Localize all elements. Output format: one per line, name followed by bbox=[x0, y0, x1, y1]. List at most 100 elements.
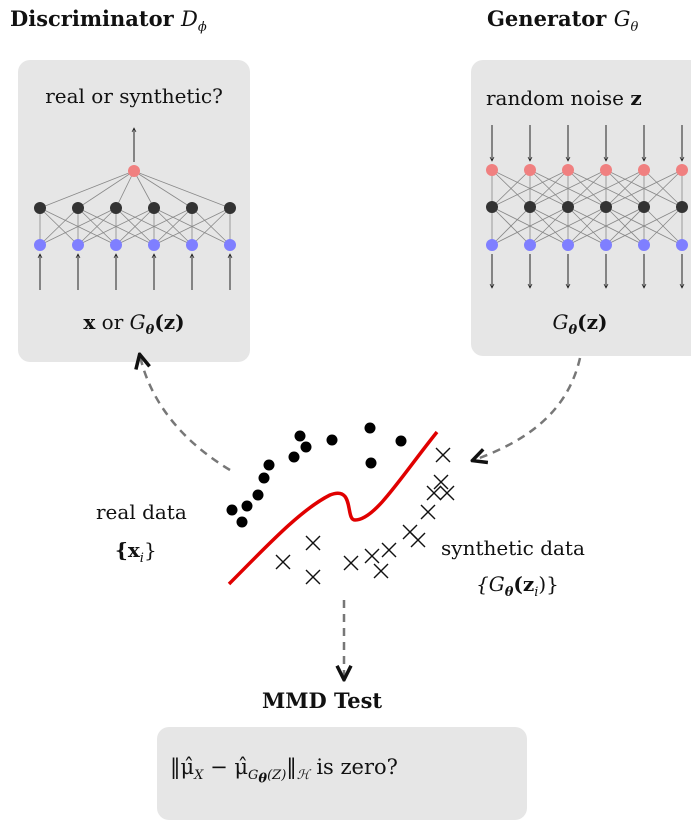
gen-edge bbox=[491, 206, 569, 246]
real-point bbox=[364, 422, 376, 434]
generator-network bbox=[486, 125, 688, 288]
gen-hidden-node bbox=[638, 201, 650, 213]
real-data-points bbox=[226, 422, 407, 528]
synthetic-point bbox=[439, 485, 455, 501]
gen-hidden-node bbox=[562, 201, 574, 213]
mmd-title: MMD Test bbox=[262, 688, 383, 713]
gen-edge bbox=[567, 169, 645, 208]
real-point bbox=[241, 500, 253, 512]
gen-edge bbox=[529, 206, 607, 246]
generator-noise-label: random noise z bbox=[486, 86, 642, 110]
discriminator-input-label: x or Gθ(z) bbox=[83, 310, 185, 338]
real-point bbox=[258, 472, 270, 484]
gen-output-node bbox=[676, 239, 688, 251]
synthetic-point bbox=[305, 569, 321, 585]
synthetic-data-set: {Gθ(zi)} bbox=[476, 572, 559, 600]
gen-output-node bbox=[524, 239, 536, 251]
disc-hidden-node bbox=[110, 202, 122, 214]
discriminator-title: Discriminator Dϕ bbox=[10, 6, 207, 35]
synthetic-point bbox=[433, 474, 449, 490]
real-point bbox=[226, 504, 238, 516]
discriminator-panel bbox=[18, 60, 250, 362]
disc-hidden-node bbox=[148, 202, 160, 214]
gen-noise-node bbox=[638, 164, 650, 176]
synthetic-point bbox=[373, 563, 389, 579]
disc-input-node bbox=[224, 239, 236, 251]
real-point bbox=[326, 434, 338, 446]
generator-symbol: Gθ bbox=[613, 7, 639, 36]
gen-output-node bbox=[486, 239, 498, 251]
generator-title-text: Generator bbox=[487, 6, 607, 31]
synthetic-point bbox=[426, 485, 442, 501]
disc-edge bbox=[77, 207, 155, 246]
gen-edge bbox=[529, 169, 569, 208]
gen-edge bbox=[643, 169, 683, 208]
synthetic-point bbox=[420, 504, 436, 520]
disc-input-node bbox=[34, 239, 46, 251]
disc-input-node bbox=[110, 239, 122, 251]
synthetic-point bbox=[410, 532, 426, 548]
gen-edge bbox=[529, 169, 607, 208]
disc-edge bbox=[133, 170, 231, 209]
real-point bbox=[252, 489, 264, 501]
generator-panel bbox=[471, 60, 691, 356]
discriminator-network bbox=[34, 128, 236, 290]
gen-edge bbox=[605, 169, 683, 208]
gen-edge bbox=[605, 169, 645, 208]
mmd-statistic: ‖μ̂X − μ̂Gθ(Z)‖ℋ is zero? bbox=[170, 755, 398, 787]
gen-edge bbox=[529, 206, 569, 246]
real-point bbox=[300, 441, 312, 453]
real-data-set: {xi} bbox=[115, 538, 157, 566]
gen-edge bbox=[605, 206, 645, 246]
real-data-label: real data bbox=[96, 500, 187, 524]
gen-edge bbox=[567, 206, 607, 246]
decision-boundary-curve bbox=[227, 430, 439, 586]
synthetic-point bbox=[305, 535, 321, 551]
disc-input-node bbox=[72, 239, 84, 251]
real-point bbox=[365, 457, 377, 469]
dashed-arrow-from-generator bbox=[474, 357, 582, 460]
disc-edge bbox=[39, 170, 135, 209]
synthetic-point bbox=[343, 555, 359, 571]
gen-hidden-node bbox=[524, 201, 536, 213]
discriminator-title-text: Discriminator bbox=[10, 6, 174, 31]
gen-noise-node bbox=[676, 164, 688, 176]
gen-output-node bbox=[600, 239, 612, 251]
disc-hidden-node bbox=[34, 202, 46, 214]
synthetic-data-label: synthetic data bbox=[441, 536, 585, 560]
gen-edge bbox=[491, 169, 569, 208]
generator-title: Generator Gθ bbox=[487, 6, 638, 35]
gen-noise-node bbox=[486, 164, 498, 176]
real-point bbox=[294, 430, 306, 442]
disc-edge bbox=[191, 207, 231, 246]
disc-edge bbox=[133, 170, 193, 209]
disc-hidden-node bbox=[186, 202, 198, 214]
disc-edge bbox=[153, 207, 231, 246]
disc-edge bbox=[115, 170, 135, 209]
real-point bbox=[288, 451, 300, 463]
gen-edge bbox=[605, 206, 683, 246]
gen-edge bbox=[567, 169, 607, 208]
synthetic-point bbox=[435, 447, 451, 463]
disc-edge bbox=[39, 207, 117, 246]
synthetic-point bbox=[381, 542, 397, 558]
gen-hidden-node bbox=[676, 201, 688, 213]
synthetic-point bbox=[364, 548, 380, 564]
synthetic-data-points bbox=[275, 447, 455, 585]
disc-edge bbox=[39, 207, 79, 246]
gen-edge bbox=[491, 169, 531, 208]
gen-output-node bbox=[638, 239, 650, 251]
gen-hidden-node bbox=[486, 201, 498, 213]
disc-edge bbox=[115, 207, 193, 246]
discriminator-symbol: Dϕ bbox=[181, 7, 207, 36]
synthetic-point bbox=[275, 554, 291, 570]
real-point bbox=[395, 435, 407, 447]
gen-hidden-node bbox=[600, 201, 612, 213]
disc-edge bbox=[77, 170, 135, 209]
generator-output-label: Gθ(z) bbox=[552, 310, 608, 338]
gen-edge bbox=[643, 206, 683, 246]
dashed-arrow-to-discriminator bbox=[140, 356, 231, 472]
disc-output-node bbox=[128, 165, 140, 177]
disc-hidden-node bbox=[72, 202, 84, 214]
